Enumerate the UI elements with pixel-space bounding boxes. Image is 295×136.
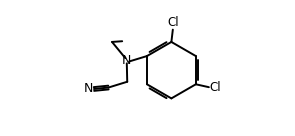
Text: N: N (83, 83, 93, 95)
Text: Cl: Cl (209, 81, 221, 94)
Text: N: N (122, 54, 131, 67)
Text: Cl: Cl (167, 16, 179, 29)
